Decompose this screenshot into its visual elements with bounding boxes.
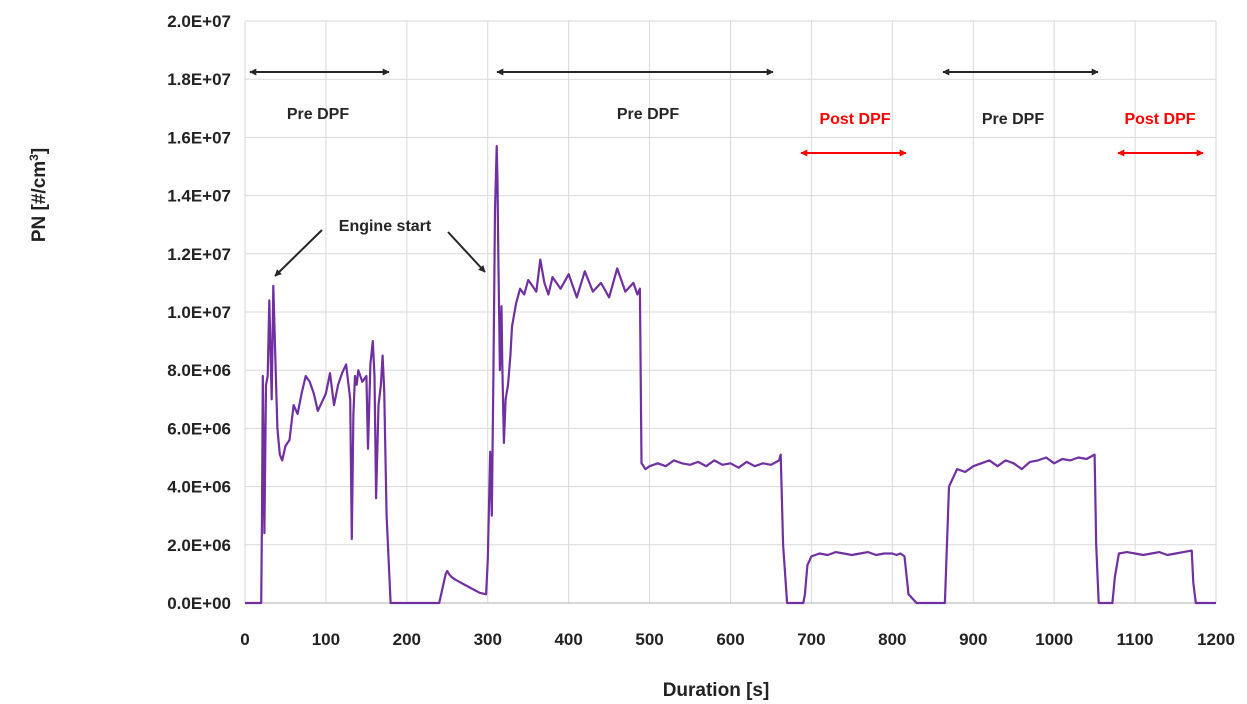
- x-tick-label: 500: [635, 630, 663, 649]
- y-tick-label: 2.0E+06: [167, 536, 231, 555]
- x-tick-label: 900: [959, 630, 987, 649]
- x-axis-title: Duration [s]: [663, 680, 770, 701]
- pre-dpf-label-1: Pre DPF: [287, 106, 349, 123]
- engine-start-label: Engine start: [339, 218, 432, 235]
- annotations: Pre DPF Pre DPF Pre DPF Post DPF Post DP…: [249, 68, 1204, 277]
- grid-lines: [244, 20, 1217, 604]
- tick-labels: 0.0E+00 2.0E+06 4.0E+06 6.0E+06 8.0E+06 1.0E+…: [167, 12, 1235, 649]
- y-tick-label: 1.4E+07: [167, 187, 231, 206]
- y-tick-label: 6.0E+06: [167, 419, 231, 438]
- x-tick-label: 200: [393, 630, 421, 649]
- y-tick-label: 4.0E+06: [167, 478, 231, 497]
- x-tick-label: 100: [312, 630, 340, 649]
- y-axis-title-sup: 3: [27, 154, 41, 161]
- x-tick-label: 1100: [1117, 630, 1154, 649]
- pre-dpf-label-3: Pre DPF: [982, 111, 1044, 128]
- engine-start-arrow-2: [447, 231, 486, 273]
- x-tick-label: 1000: [1035, 630, 1073, 649]
- y-tick-label: 1.6E+07: [167, 128, 231, 147]
- engine-start-arrow-1: [274, 229, 323, 277]
- x-tick-label: 1200: [1197, 630, 1235, 649]
- x-tick-label: 700: [797, 630, 825, 649]
- y-tick-label: 0.0E+00: [167, 594, 231, 613]
- pn-series-line: [245, 145, 1216, 605]
- pre-dpf-label-2: Pre DPF: [617, 106, 679, 123]
- y-tick-label: 1.2E+07: [167, 245, 231, 264]
- y-axis-title: PN [#/cm3]: [27, 148, 50, 242]
- x-tick-label: 800: [878, 630, 906, 649]
- x-tick-label: 600: [716, 630, 744, 649]
- post-dpf-label-1: Post DPF: [819, 111, 890, 128]
- y-tick-label: 1.8E+07: [167, 70, 231, 89]
- post-dpf-label-2: Post DPF: [1124, 111, 1195, 128]
- x-tick-label: 0: [240, 630, 249, 649]
- x-tick-label: 300: [474, 630, 502, 649]
- series-layer: [245, 145, 1216, 605]
- y-tick-label: 2.0E+07: [167, 12, 231, 31]
- y-tick-label: 8.0E+06: [167, 361, 231, 380]
- y-tick-label: 1.0E+07: [167, 303, 231, 322]
- y-axis-title-tail: ]: [29, 148, 50, 154]
- x-tick-label: 400: [554, 630, 582, 649]
- y-axis-title-main: PN [#/cm: [29, 161, 50, 242]
